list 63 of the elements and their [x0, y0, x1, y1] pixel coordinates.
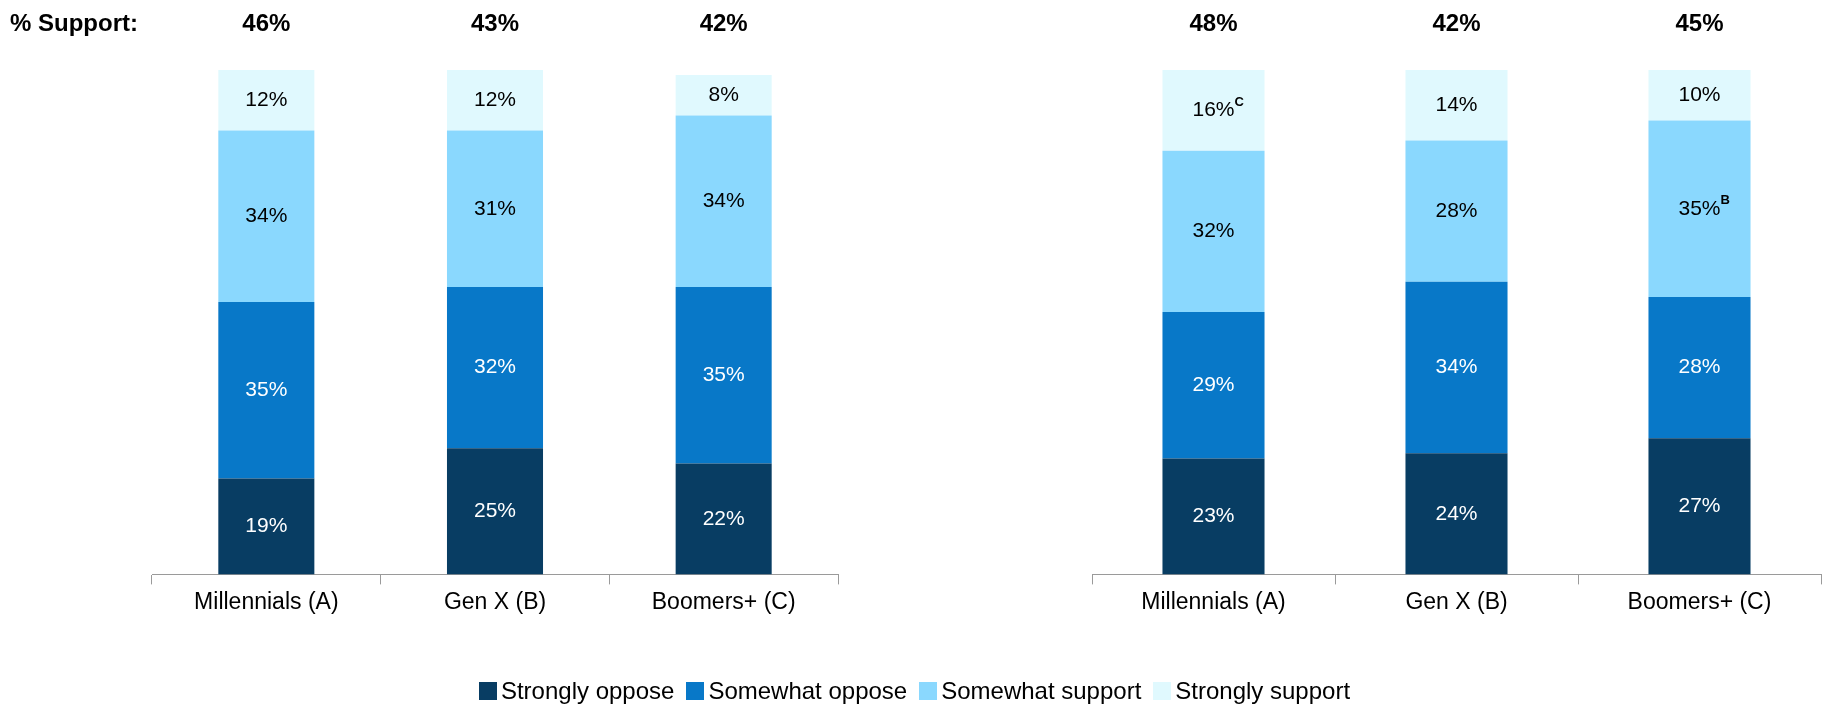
x-tick-label: Millennials (A)	[194, 587, 339, 614]
bar	[675, 115, 772, 287]
data-label: 23%	[1192, 503, 1235, 527]
text: 45%	[1675, 8, 1724, 36]
data-label: 32%	[473, 354, 517, 378]
data-label: 19%	[245, 513, 288, 537]
bar	[675, 75, 772, 116]
x-tick-label: Millennials (A)	[1141, 587, 1286, 614]
text: 42%	[1432, 8, 1481, 36]
data-label: 28%	[1435, 198, 1478, 222]
bar	[218, 302, 315, 479]
data-label: 35%	[702, 361, 745, 385]
bar	[1405, 140, 1508, 282]
data-label: 34%	[245, 203, 288, 227]
legend-label: Strongly support	[1174, 677, 1351, 705]
bar	[446, 130, 544, 287]
data-label: 22%	[702, 505, 745, 529]
x-tick-label: Gen X (B)	[443, 587, 547, 614]
data-label: 31%	[473, 195, 517, 219]
data-label: 35%	[245, 377, 288, 401]
legend-label: Strongly oppose	[499, 677, 675, 705]
data-label: 32%	[1192, 218, 1235, 242]
bar	[1405, 70, 1508, 141]
x-tick-label: Boomers+ (C)	[1627, 587, 1772, 614]
data-label: 28%	[1678, 354, 1721, 378]
x-tick-label: Boomers+ (C)	[651, 587, 796, 614]
bar	[1162, 70, 1265, 151]
data-label: 24%	[1435, 500, 1478, 524]
bar	[675, 463, 772, 575]
data-label: 27%	[1678, 493, 1721, 517]
bar	[675, 286, 772, 464]
data-label: 29%	[1192, 372, 1235, 396]
bar	[218, 70, 315, 131]
data-label: 34%	[1435, 354, 1478, 378]
bar	[1405, 453, 1508, 575]
text: % Support:	[10, 8, 138, 36]
text: 46%	[242, 8, 291, 36]
bar	[1648, 120, 1751, 297]
data-label: 14%	[1435, 92, 1478, 116]
bar	[446, 70, 544, 131]
data-label: 12%	[473, 87, 517, 111]
bar	[1162, 150, 1265, 313]
bar	[218, 478, 315, 575]
bar	[446, 286, 544, 449]
text: 42%	[699, 8, 748, 36]
bar	[1648, 296, 1751, 439]
text: 43%	[470, 8, 520, 36]
data-label: 12%	[245, 87, 288, 111]
data-label: 34%	[702, 187, 745, 211]
bar	[1405, 281, 1508, 454]
x-tick-label: Gen X (B)	[1405, 587, 1508, 614]
text: 48%	[1189, 8, 1238, 36]
legend-label: Somewhat oppose	[707, 677, 908, 705]
bar	[1162, 312, 1265, 459]
legend-label: Somewhat support	[940, 677, 1142, 705]
bar	[218, 130, 315, 303]
bar	[1648, 70, 1751, 121]
data-label: 10%	[1678, 82, 1721, 106]
data-label: 8%	[708, 82, 739, 106]
bar	[446, 448, 544, 575]
bar	[1648, 438, 1751, 575]
bar	[1162, 458, 1265, 575]
data-label: 25%	[473, 498, 517, 522]
